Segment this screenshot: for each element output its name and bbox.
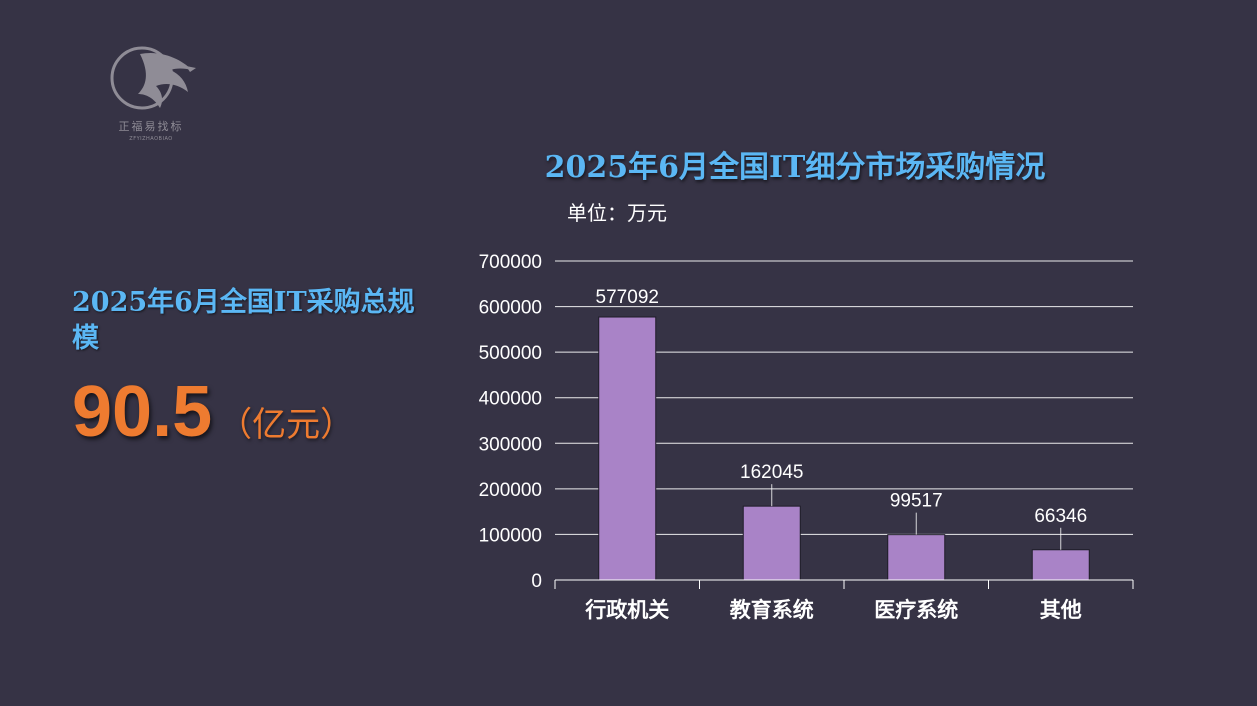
x-tick-label: 行政机关 — [584, 598, 669, 622]
bars — [598, 316, 1090, 581]
data-label: 162045 — [740, 462, 803, 483]
logo-subtitle: ZFYIZHAOBIAO — [129, 136, 173, 142]
kpi-value-row: 90.5 （亿元） — [72, 372, 354, 452]
data-label: 577092 — [596, 287, 659, 308]
kpi-label: 2025年6月全国IT采购总规模 — [72, 287, 415, 354]
y-tick-label: 400000 — [479, 389, 542, 410]
data-label: 66346 — [1034, 506, 1087, 527]
x-tick-label: 其他 — [1040, 598, 1082, 622]
bar — [742, 505, 801, 581]
y-tick-label: 0 — [531, 571, 542, 592]
y-tick-label: 600000 — [479, 298, 542, 319]
chart-title: 2025年6月全国IT细分市场采购情况 — [544, 150, 1046, 185]
x-tick-label: 医疗系统 — [874, 598, 958, 622]
gridlines — [555, 260, 1133, 535]
y-tick-label: 100000 — [479, 525, 542, 546]
x-axis — [554, 579, 1134, 589]
y-tick-label: 700000 — [479, 252, 542, 273]
bar — [598, 316, 657, 581]
data-label: 99517 — [890, 491, 943, 512]
labels: 0 100000 200000 300000 400000 500000 600000 700… — [479, 252, 1088, 622]
y-tick-label: 500000 — [479, 343, 542, 364]
bar-chart: 0 100000 200000 300000 400000 500000 600000 700… — [479, 252, 1134, 622]
y-tick-label: 300000 — [479, 434, 542, 455]
kpi-value: 90.5 — [72, 372, 213, 452]
y-tick-label: 200000 — [479, 480, 542, 501]
bar — [1031, 549, 1090, 581]
kpi-unit: （亿元） — [218, 405, 355, 445]
chart-unit-label: 单位：万元 — [567, 201, 667, 225]
x-tick-label: 教育系统 — [730, 598, 814, 622]
logo-emblem-icon — [110, 46, 196, 110]
logo-name: 正福易找标 — [118, 120, 184, 133]
bar — [887, 534, 946, 581]
